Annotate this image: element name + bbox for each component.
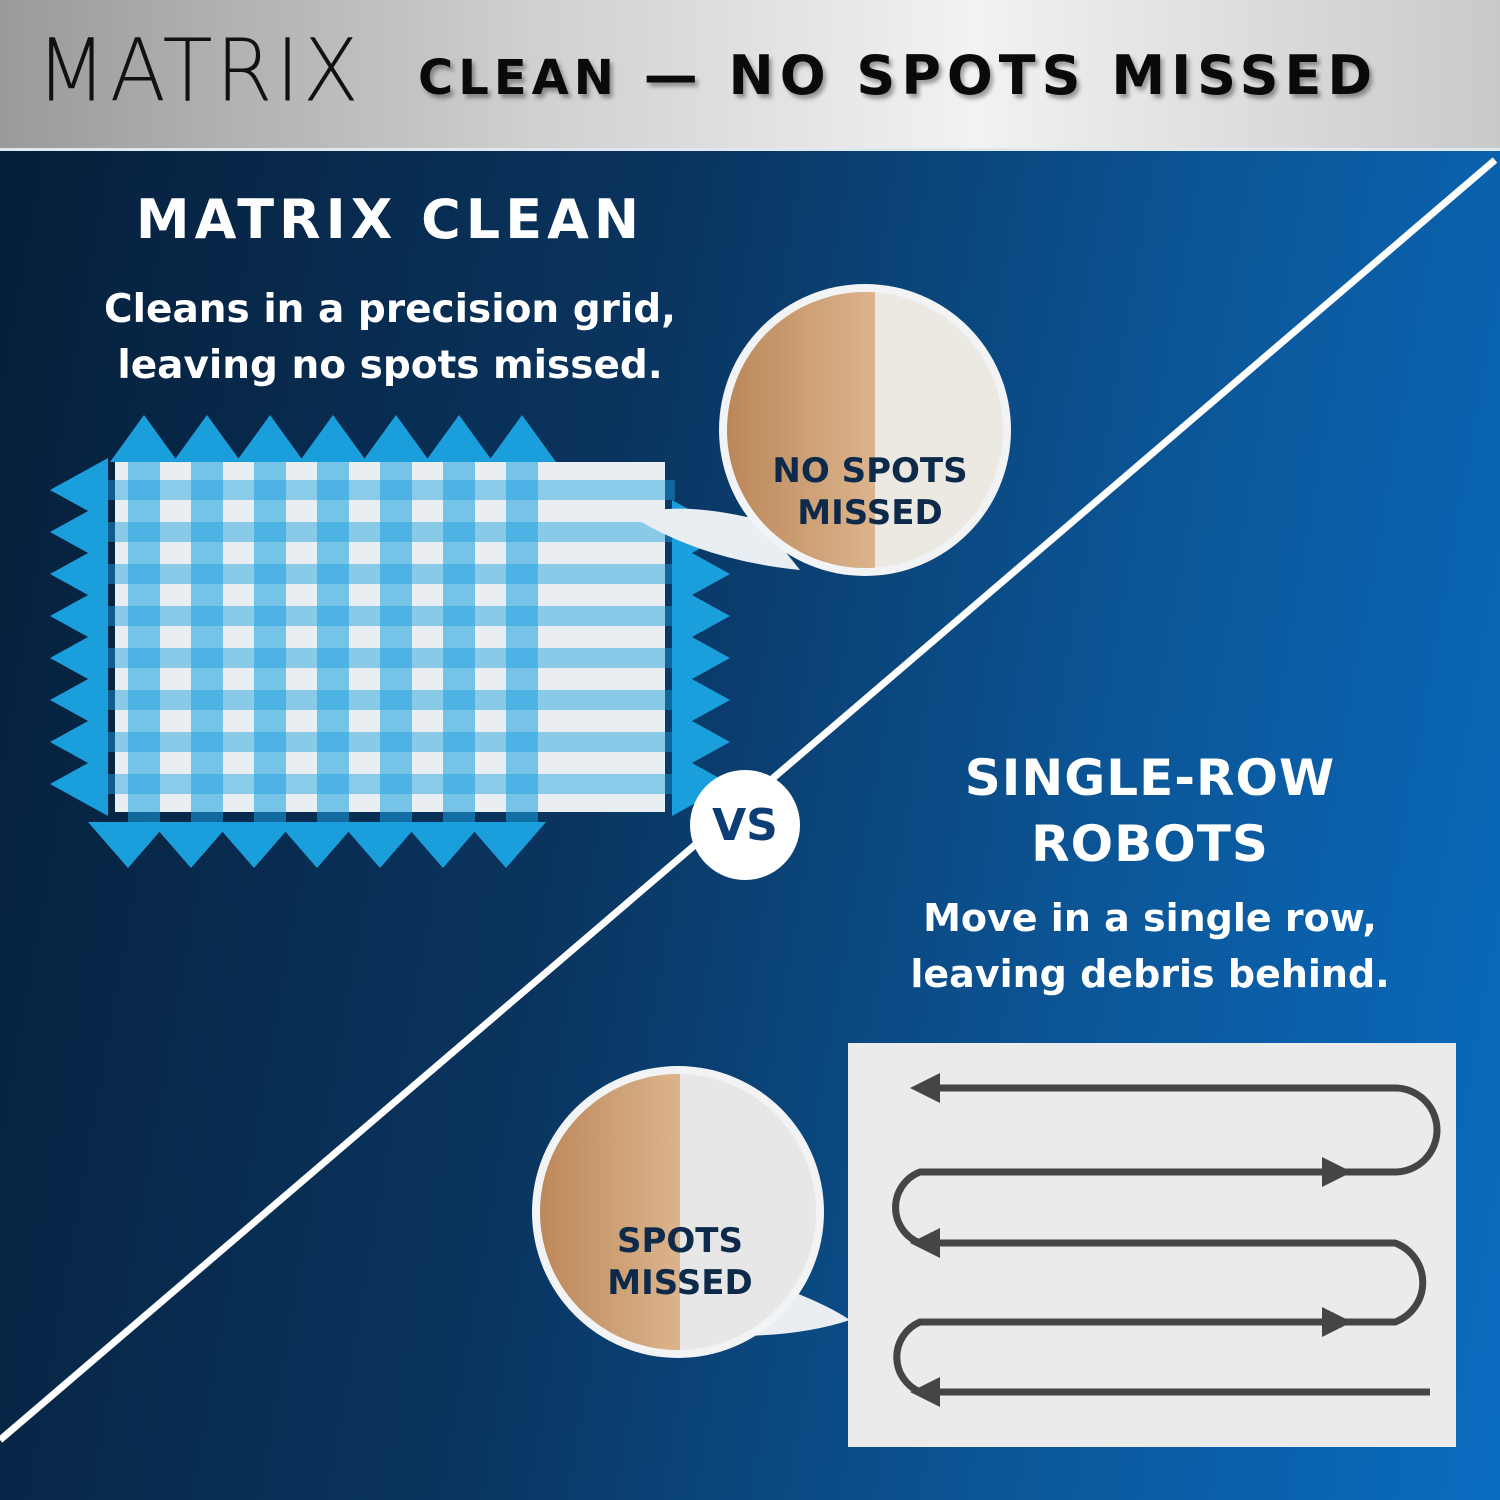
arrow-left: [50, 500, 108, 564]
arrow-down: [214, 822, 294, 868]
grid-stripe: [105, 732, 675, 752]
arrow-left: [50, 542, 108, 606]
arrow-left: [50, 626, 108, 690]
grid-stripe: [105, 606, 675, 626]
arrow-down: [403, 822, 483, 868]
magnifier-bubble-icon: [630, 284, 1011, 576]
description-line: Move in a single row,: [923, 896, 1377, 940]
arrow-right: [672, 626, 730, 690]
headline-clean: CLEAN: [418, 50, 619, 106]
grid-stripe: [105, 564, 675, 584]
arrow-left: [50, 458, 108, 522]
grid-stripe: [191, 450, 223, 825]
arrow-down: [151, 822, 231, 868]
arrow-up: [425, 415, 493, 462]
matrix-clean-title: MATRIX CLEAN: [135, 188, 645, 251]
description-line: Cleans in a precision grid,: [104, 287, 676, 332]
header-banner: MATRIX CLEAN — NO SPOTS MISSED: [0, 0, 1500, 151]
single-row-title: SINGLE-ROW ROBOTS: [880, 745, 1420, 877]
arrow-up: [110, 415, 178, 462]
title-line: ROBOTS: [1031, 815, 1269, 873]
grid-stripe: [105, 774, 675, 794]
arrow-up: [488, 415, 556, 462]
arrow-left: [50, 668, 108, 732]
grid-arrows-icon: [50, 415, 730, 868]
arrow-up: [173, 415, 241, 462]
grid-stripe: [105, 522, 675, 542]
label-line: MISSED: [797, 493, 943, 533]
headline: CLEAN — NO SPOTS MISSED: [418, 46, 1378, 108]
arrow-left: [50, 584, 108, 648]
headline-no-spots: — NO SPOTS MISSED: [643, 44, 1379, 107]
label-line: MISSED: [607, 1263, 753, 1303]
vs-badge: VS: [690, 770, 800, 880]
arrow-right: [672, 542, 730, 606]
arrow-up: [362, 415, 430, 462]
grid-stripe: [254, 450, 286, 825]
grid-stripe: [105, 480, 675, 500]
grid-stripe: [317, 450, 349, 825]
arrow-up: [299, 415, 367, 462]
arrow-down: [466, 822, 546, 868]
grid-stripe: [128, 450, 160, 825]
serpentine-path-icon: [848, 1043, 1456, 1447]
arrow-right: [672, 668, 730, 732]
arrow-down: [277, 822, 357, 868]
grid-stripe: [105, 690, 675, 710]
description-line: leaving debris behind.: [910, 952, 1390, 996]
label-line: NO SPOTS: [772, 451, 968, 491]
arrow-down: [340, 822, 420, 868]
arrow-left: [50, 710, 108, 774]
grid-stripe: [380, 450, 412, 825]
single-row-description: Move in a single row, leaving debris beh…: [860, 890, 1440, 1002]
label-line: SPOTS: [617, 1221, 743, 1261]
title-line: SINGLE-ROW: [964, 749, 1336, 807]
magnifier-bubble-icon: [532, 1066, 850, 1358]
arrow-right: [672, 584, 730, 648]
no-spots-missed-label: NO SPOTS MISSED: [740, 450, 1000, 534]
grid-stripe: [105, 648, 675, 668]
arrow-down: [88, 822, 168, 868]
arrow-left: [50, 752, 108, 816]
matrix-logo: MATRIX: [36, 21, 362, 122]
arrow-right: [672, 710, 730, 774]
arrow-right: [672, 752, 730, 816]
grid-stripe: [506, 450, 538, 825]
grid-stripe: [443, 450, 475, 825]
spots-missed-label: SPOTS MISSED: [550, 1220, 810, 1304]
arrow-up: [236, 415, 304, 462]
matrix-clean-description: Cleans in a precision grid, leaving no s…: [40, 282, 740, 394]
description-line: leaving no spots missed.: [117, 343, 663, 388]
